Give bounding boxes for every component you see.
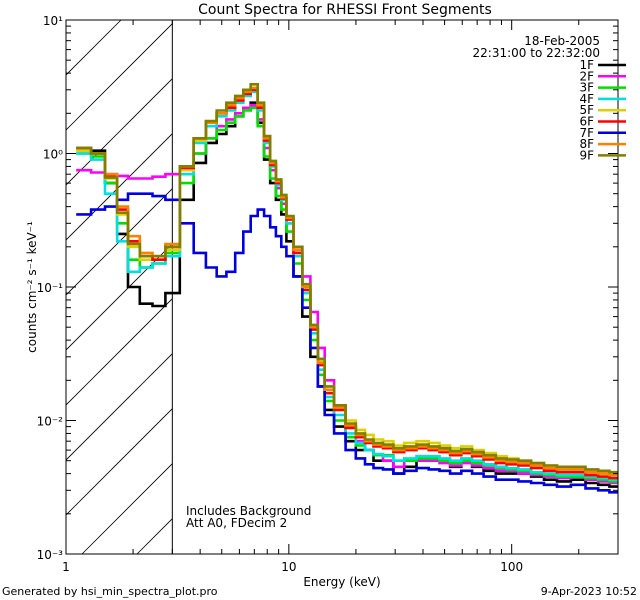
series-line-1F [76,101,618,488]
legend-label-1F: 1F [579,58,594,72]
date-label: 18-Feb-2005 [524,34,600,48]
y-tick-label: 10¹ [43,14,63,28]
legend-label-9F: 9F [579,148,594,162]
series-line-5F [76,86,618,475]
y-tick-label: 10⁻¹ [37,281,64,295]
time-range-label: 22:31:00 to 22:32:00 [473,46,600,60]
chart-title: Count Spectra for RHESSI Front Segments [198,2,492,18]
footer-generated-by: Generated by hsi_min_spectra_plot.pro [2,585,218,598]
hatch-line [66,408,173,516]
series-group [76,83,618,494]
annotation-attenuator: Att A0, FDecim 2 [186,516,287,530]
x-tick-label: 1 [62,560,70,574]
legend-label-4F: 4F [579,92,594,106]
y-axis: 10¹ 10⁰ 10⁻¹ 10⁻² 10⁻³ [37,14,618,562]
footer-timestamp: 9-Apr-2023 10:52 [541,585,637,598]
legend-label-5F: 5F [579,103,594,117]
y-tick-label: 10⁻³ [37,548,64,562]
y-tick-label: 10⁻² [37,415,64,429]
annotation-background: Includes Background [186,504,311,518]
legend-label-2F: 2F [579,69,594,83]
hatch-line [81,463,173,554]
x-axis: 1 10 100 [62,20,619,574]
series-line-8F [76,86,618,477]
legend-label-3F: 3F [579,81,594,95]
hatch-line [66,78,173,186]
x-axis-label: Energy (keV) [303,575,380,589]
series-line-9F [76,83,618,474]
x-tick-label: 100 [500,560,523,574]
y-axis-label: counts cm⁻² s⁻¹ keV⁻¹ [25,221,39,353]
hatch-line [66,23,173,131]
x-tick-label: 10 [281,560,296,574]
legend-label-8F: 8F [579,137,594,151]
y-tick-label: 10⁰ [43,148,63,162]
series-line-4F [76,90,618,481]
series-line-7F [76,192,618,494]
legend-label-7F: 7F [579,126,594,140]
legend-label-6F: 6F [579,115,594,129]
